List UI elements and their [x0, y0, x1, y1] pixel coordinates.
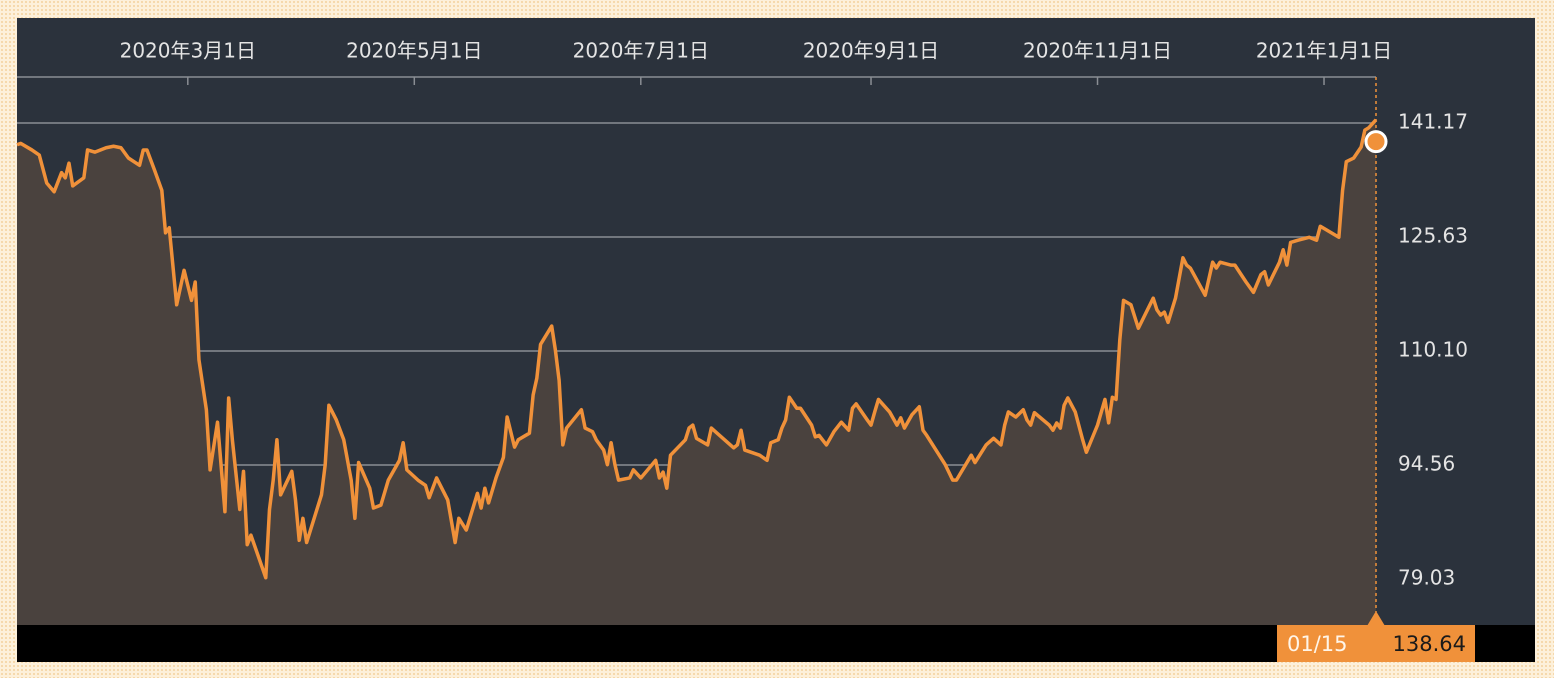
y-tick-label: 125.63 — [1398, 224, 1468, 248]
x-tick-label: 2020年3月1日 — [120, 39, 256, 63]
readout-date: 01/15 — [1287, 632, 1348, 656]
cursor-dot — [1364, 130, 1388, 154]
y-tick-label: 141.17 — [1398, 110, 1468, 134]
x-tick-label: 2020年5月1日 — [346, 39, 482, 63]
y-tick-label: 94.56 — [1398, 452, 1455, 476]
x-tick-label: 2020年7月1日 — [573, 39, 709, 63]
x-tick-label: 2020年11月1日 — [1023, 39, 1172, 63]
y-tick-label: 79.03 — [1398, 565, 1455, 589]
x-tick-label: 2020年9月1日 — [803, 39, 939, 63]
readout-box — [1277, 625, 1475, 662]
cursor-pointer — [1367, 611, 1385, 626]
readout-value: 138.64 — [1393, 632, 1466, 656]
y-tick-label: 110.10 — [1398, 338, 1468, 362]
x-tick-label: 2021年1月1日 — [1256, 39, 1392, 63]
line — [16, 118, 1378, 580]
